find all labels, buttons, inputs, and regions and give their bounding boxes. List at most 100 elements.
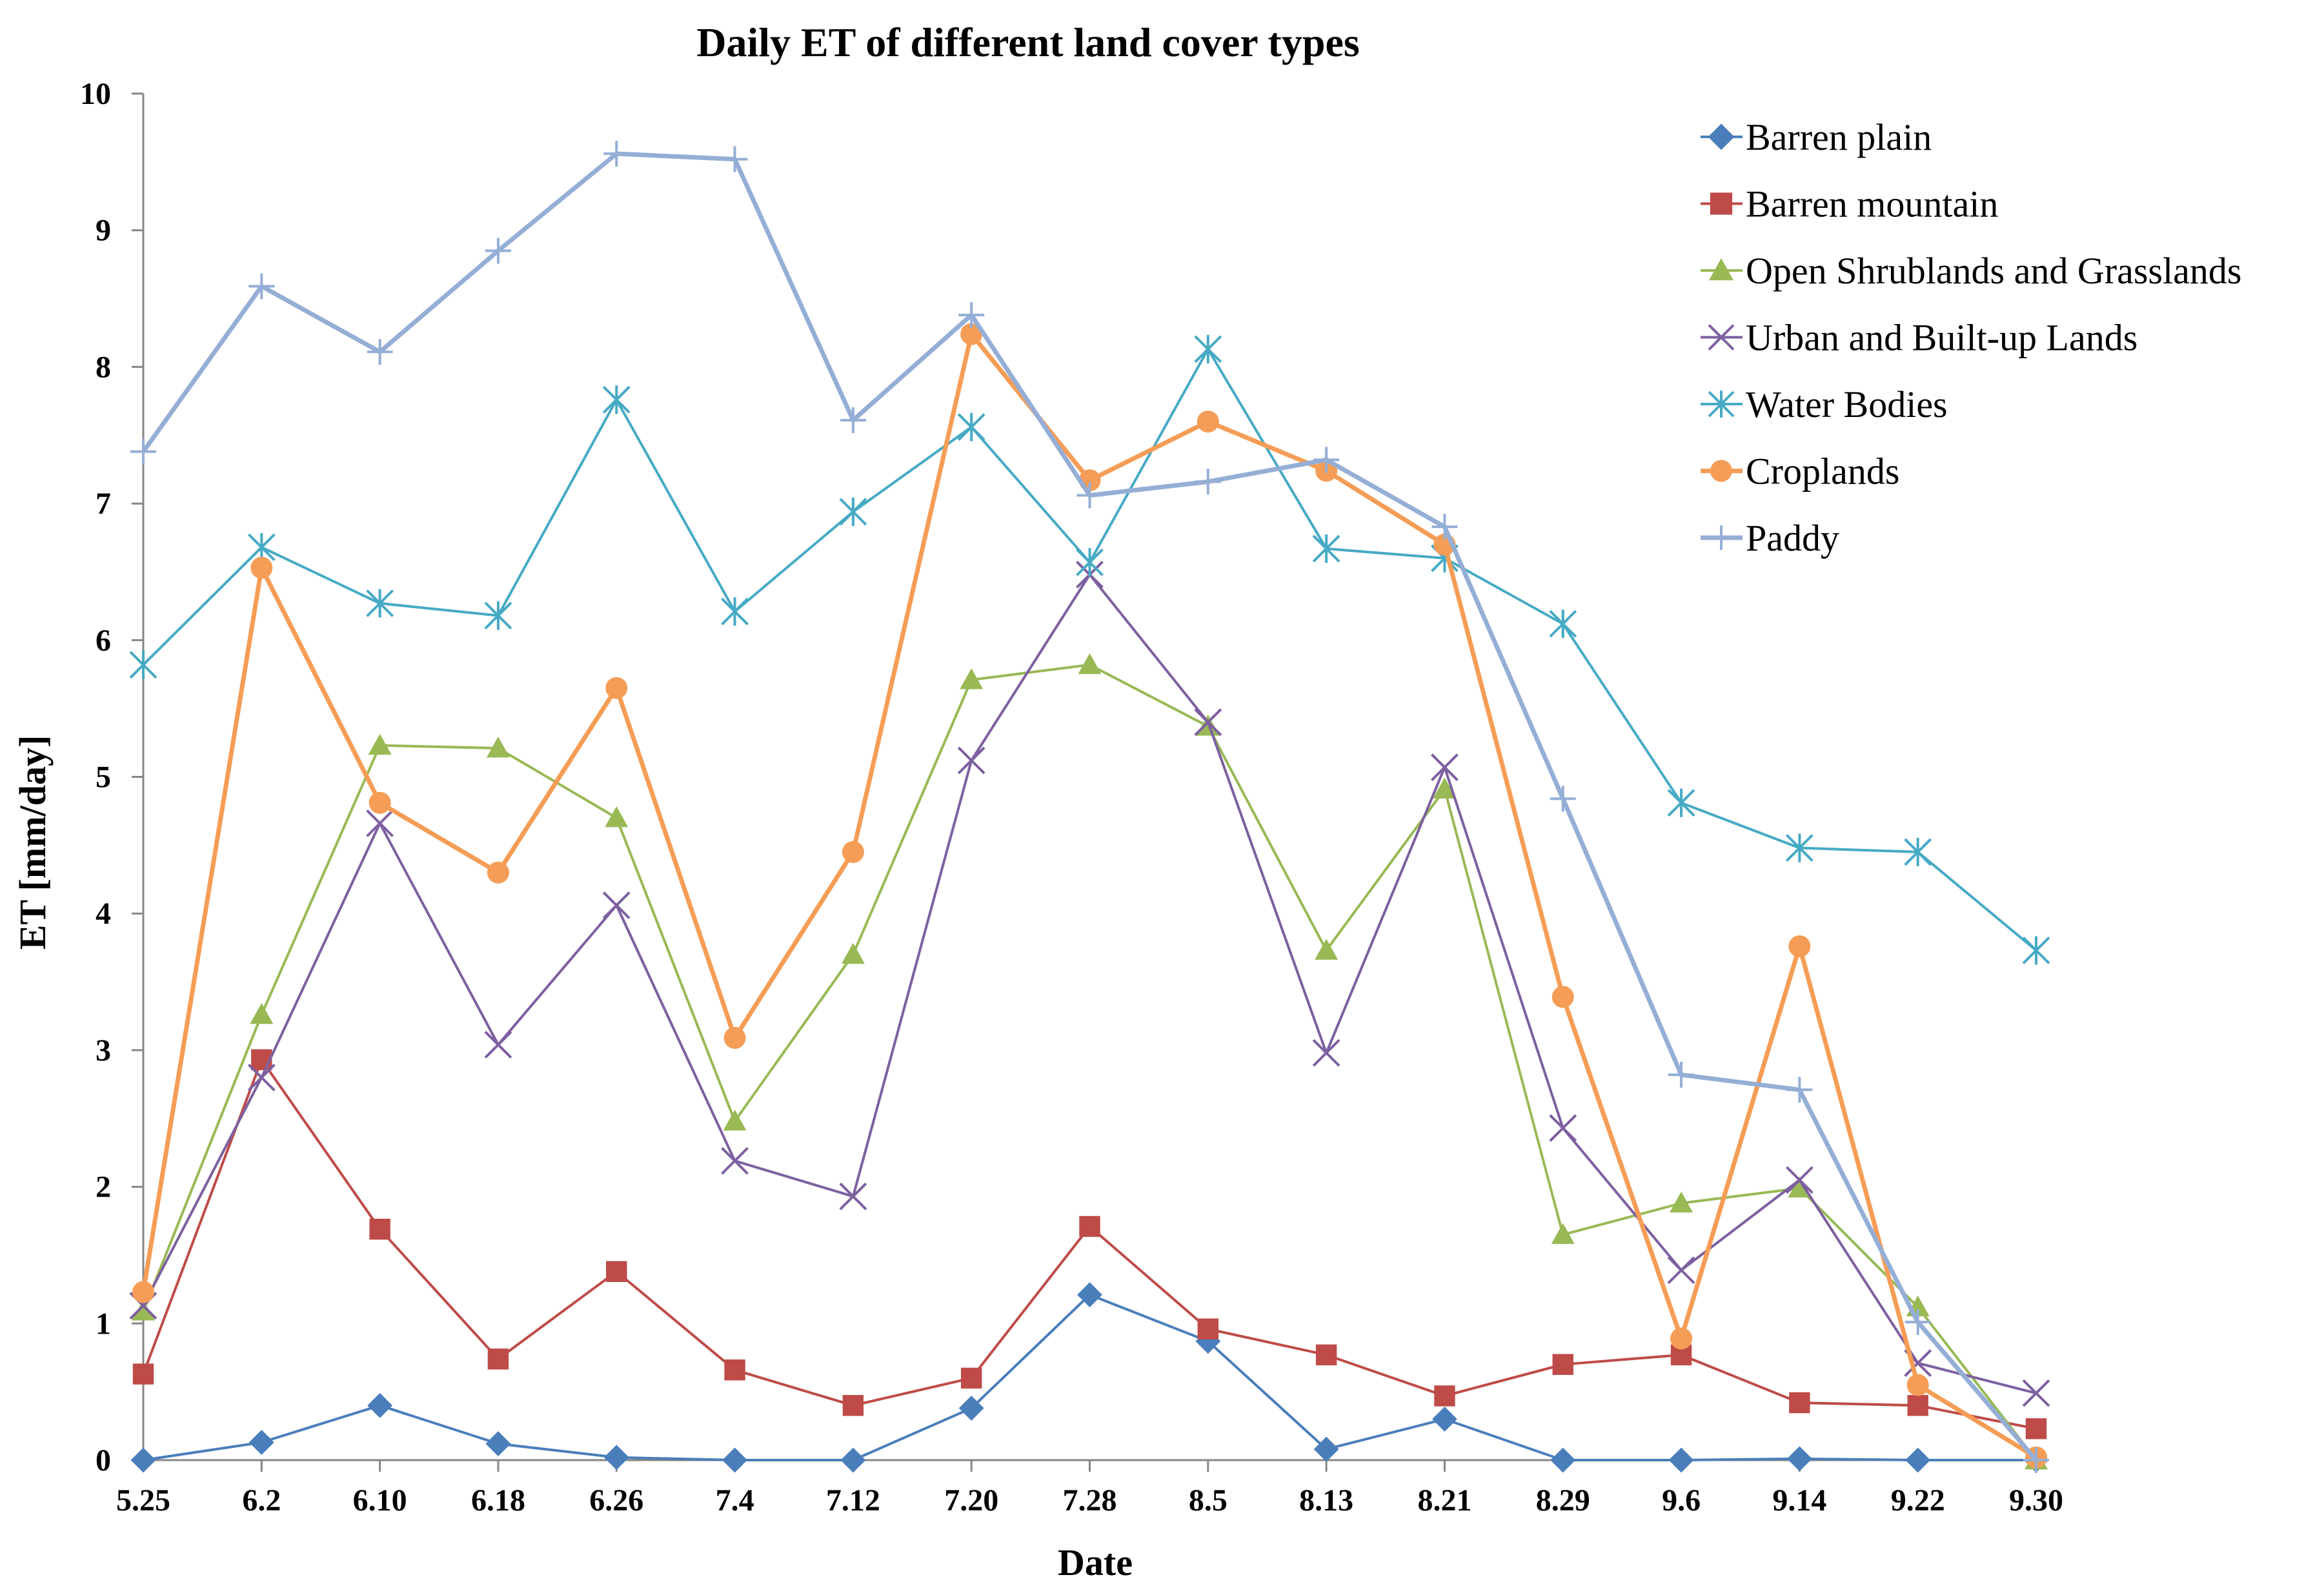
data-point-croplands bbox=[1551, 986, 1574, 1008]
data-point-barren-mountain bbox=[724, 1359, 745, 1381]
legend-item-croplands: Croplands bbox=[1701, 451, 1899, 493]
legend-marker bbox=[1708, 391, 1735, 418]
data-point-barren-mountain bbox=[1907, 1395, 1928, 1416]
y-tick-label: 1 bbox=[96, 1306, 111, 1341]
data-point-urban-and-built-up-lands bbox=[602, 891, 631, 919]
legend-marker bbox=[1709, 525, 1733, 550]
series-barren-plain bbox=[130, 1282, 2049, 1473]
data-point-barren-mountain bbox=[1434, 1385, 1455, 1407]
data-point-water-bodies bbox=[602, 385, 631, 414]
data-point-paddy bbox=[367, 339, 393, 365]
data-point-barren-mountain bbox=[606, 1261, 627, 1283]
legend-label: Barren plain bbox=[1746, 116, 1932, 158]
data-point-barren-plain bbox=[958, 1396, 984, 1421]
data-point-barren-mountain bbox=[487, 1348, 509, 1370]
data-point-open-shrublands-and-grasslands bbox=[1670, 1192, 1693, 1213]
data-point-paddy bbox=[130, 438, 156, 465]
data-point-water-bodies bbox=[247, 533, 276, 562]
data-point-barren-mountain bbox=[1315, 1344, 1337, 1366]
x-tick-label: 9.14 bbox=[1772, 1483, 1826, 1518]
legend-item-water-bodies: Water Bodies bbox=[1701, 383, 1948, 425]
data-point-barren-mountain bbox=[842, 1395, 864, 1416]
data-point-urban-and-built-up-lands bbox=[247, 1063, 276, 1092]
data-point-water-bodies bbox=[1785, 833, 1814, 862]
data-point-croplands bbox=[250, 556, 273, 579]
data-point-paddy bbox=[2023, 1447, 2049, 1473]
y-tick-label: 2 bbox=[96, 1170, 111, 1205]
data-point-barren-plain bbox=[1550, 1447, 1576, 1473]
data-point-barren-plain bbox=[130, 1447, 156, 1473]
y-tick-label: 3 bbox=[96, 1033, 111, 1068]
data-point-open-shrublands-and-grasslands bbox=[1788, 1176, 1812, 1198]
series-line-open-shrublands-and-grasslands bbox=[142, 663, 2037, 1461]
data-point-open-shrublands-and-grasslands bbox=[486, 737, 510, 758]
data-point-croplands bbox=[1906, 1374, 1929, 1396]
series-line-barren-plain bbox=[143, 1293, 2036, 1461]
data-point-barren-plain bbox=[722, 1447, 747, 1473]
data-point-paddy bbox=[958, 301, 985, 328]
data-point-open-shrublands-and-grasslands bbox=[605, 806, 629, 828]
data-point-croplands bbox=[960, 323, 983, 345]
data-point-barren-plain bbox=[1668, 1447, 1694, 1473]
series-water-bodies bbox=[129, 334, 2050, 965]
data-point-open-shrublands-and-grasslands bbox=[841, 942, 865, 964]
data-point-paddy bbox=[1313, 447, 1340, 473]
series-layer bbox=[129, 141, 2050, 1473]
data-point-water-bodies bbox=[1312, 534, 1340, 563]
data-point-barren-plain bbox=[1905, 1447, 1931, 1473]
data-point-urban-and-built-up-lands bbox=[2022, 1379, 2050, 1407]
legend-marker bbox=[1709, 258, 1733, 281]
x-tick-label: 6.10 bbox=[353, 1483, 407, 1518]
x-tick-label: 9.6 bbox=[1662, 1483, 1701, 1518]
data-point-open-shrublands-and-grasslands bbox=[1315, 939, 1339, 960]
data-point-barren-mountain bbox=[2025, 1418, 2047, 1439]
data-point-paddy bbox=[722, 146, 748, 172]
data-point-barren-mountain bbox=[369, 1219, 390, 1240]
legend-label: Open Shrublands and Grasslands bbox=[1746, 250, 2241, 292]
x-tick-label: 7.4 bbox=[716, 1483, 754, 1518]
data-point-croplands bbox=[1670, 1327, 1693, 1350]
legend-item-urban-and-built-up-lands: Urban and Built-up Lands bbox=[1701, 317, 2137, 359]
x-tick-label: 7.28 bbox=[1063, 1483, 1117, 1518]
legend-label: Barren mountain bbox=[1746, 183, 1998, 225]
data-point-urban-and-built-up-lands bbox=[1785, 1166, 1814, 1194]
series-urban-and-built-up-lands bbox=[129, 560, 2050, 1407]
legend-label: Water Bodies bbox=[1746, 383, 1948, 425]
data-point-barren-plain bbox=[1313, 1436, 1339, 1462]
legend-marker bbox=[1708, 324, 1735, 351]
legend: Barren plain Barren mountain Open Shrublan… bbox=[1701, 116, 2241, 559]
x-tick-label: 7.20 bbox=[944, 1483, 998, 1518]
data-point-paddy bbox=[1431, 514, 1458, 540]
data-point-barren-plain bbox=[603, 1445, 629, 1470]
data-point-water-bodies bbox=[1904, 837, 1932, 866]
data-point-barren-mountain bbox=[1079, 1215, 1100, 1237]
data-point-urban-and-built-up-lands bbox=[1194, 708, 1222, 737]
data-point-water-bodies bbox=[484, 601, 512, 630]
x-tick-label: 5.25 bbox=[116, 1483, 170, 1518]
y-tick-label: 9 bbox=[96, 214, 111, 248]
data-point-barren-mountain bbox=[1552, 1354, 1573, 1376]
data-point-paddy bbox=[248, 273, 275, 300]
data-point-croplands bbox=[132, 1281, 154, 1303]
data-point-paddy bbox=[1550, 786, 1576, 812]
legend-label: Croplands bbox=[1746, 451, 1899, 493]
series-line-water-bodies bbox=[142, 347, 2037, 951]
data-point-barren-mountain bbox=[132, 1363, 154, 1385]
x-tick-label: 8.13 bbox=[1299, 1483, 1353, 1518]
data-point-barren-plain bbox=[485, 1431, 511, 1457]
data-point-urban-and-built-up-lands bbox=[484, 1031, 512, 1059]
data-point-water-bodies bbox=[1667, 788, 1695, 817]
y-tick-label: 8 bbox=[96, 350, 111, 384]
series-line-barren-mountain bbox=[142, 1058, 2037, 1430]
data-point-urban-and-built-up-lands bbox=[839, 1183, 867, 1210]
x-tick-label: 8.29 bbox=[1536, 1483, 1590, 1518]
data-point-barren-plain bbox=[1786, 1446, 1812, 1472]
data-point-croplands bbox=[605, 676, 628, 699]
data-point-barren-plain bbox=[1432, 1407, 1457, 1432]
data-point-urban-and-built-up-lands bbox=[1667, 1256, 1695, 1285]
data-point-paddy bbox=[603, 141, 630, 167]
x-tick-label: 6.18 bbox=[471, 1483, 525, 1518]
data-point-paddy bbox=[1905, 1309, 1931, 1336]
data-point-urban-and-built-up-lands bbox=[1549, 1114, 1577, 1142]
